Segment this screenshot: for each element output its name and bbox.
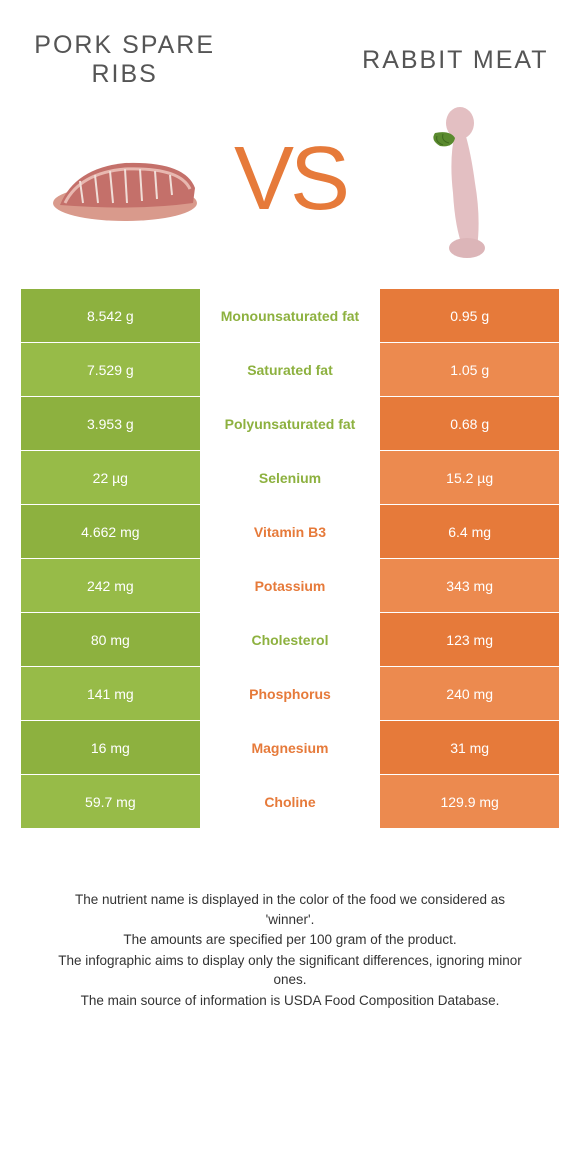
vs-label: VS (234, 128, 346, 231)
food2-value: 15.2 µg (380, 451, 560, 505)
nutrient-label: Monounsaturated fat (200, 289, 380, 343)
table-row: 7.529 gSaturated fat1.05 g (21, 343, 560, 397)
food1-value: 3.953 g (21, 397, 201, 451)
food2-value: 31 mg (380, 721, 560, 775)
food1-column: PORK SPARERIBS (25, 30, 225, 268)
nutrient-label: Selenium (200, 451, 380, 505)
table-row: 3.953 gPolyunsaturated fat0.68 g (21, 397, 560, 451)
food2-title: RABBIT MEAT (362, 30, 548, 90)
food1-value: 242 mg (21, 559, 201, 613)
food2-column: RABBIT MEAT (355, 30, 555, 268)
food2-value: 129.9 mg (380, 775, 560, 829)
food1-value: 8.542 g (21, 289, 201, 343)
food1-value: 141 mg (21, 667, 201, 721)
footer-line-1: The nutrient name is displayed in the co… (55, 890, 525, 929)
food2-value: 6.4 mg (380, 505, 560, 559)
footer-line-3: The infographic aims to display only the… (55, 951, 525, 990)
table-row: 8.542 gMonounsaturated fat0.95 g (21, 289, 560, 343)
footer-line-2: The amounts are specified per 100 gram o… (55, 930, 525, 950)
food1-value: 4.662 mg (21, 505, 201, 559)
food1-title: PORK SPARERIBS (34, 30, 215, 90)
footer-line-4: The main source of information is USDA F… (55, 991, 525, 1011)
food2-value: 343 mg (380, 559, 560, 613)
nutrient-label: Magnesium (200, 721, 380, 775)
nutrient-label: Polyunsaturated fat (200, 397, 380, 451)
comparison-table: 8.542 gMonounsaturated fat0.95 g7.529 gS… (20, 288, 560, 829)
table-row: 4.662 mgVitamin B36.4 mg (21, 505, 560, 559)
nutrient-label: Cholesterol (200, 613, 380, 667)
food2-value: 1.05 g (380, 343, 560, 397)
food2-value: 0.68 g (380, 397, 560, 451)
food2-value: 0.95 g (380, 289, 560, 343)
food1-value: 22 µg (21, 451, 201, 505)
food1-value: 80 mg (21, 613, 201, 667)
table-row: 141 mgPhosphorus240 mg (21, 667, 560, 721)
food2-image (375, 98, 535, 268)
table-row: 80 mgCholesterol123 mg (21, 613, 560, 667)
nutrient-label: Saturated fat (200, 343, 380, 397)
food1-image (45, 98, 205, 268)
food1-value: 7.529 g (21, 343, 201, 397)
food2-value: 123 mg (380, 613, 560, 667)
nutrient-label: Vitamin B3 (200, 505, 380, 559)
footer-notes: The nutrient name is displayed in the co… (0, 829, 580, 1041)
nutrient-label: Phosphorus (200, 667, 380, 721)
food1-value: 16 mg (21, 721, 201, 775)
food2-value: 240 mg (380, 667, 560, 721)
table-row: 22 µgSelenium15.2 µg (21, 451, 560, 505)
table-row: 59.7 mgCholine129.9 mg (21, 775, 560, 829)
nutrient-label: Choline (200, 775, 380, 829)
table-row: 16 mgMagnesium31 mg (21, 721, 560, 775)
table-row: 242 mgPotassium343 mg (21, 559, 560, 613)
nutrient-label: Potassium (200, 559, 380, 613)
food1-value: 59.7 mg (21, 775, 201, 829)
comparison-header: PORK SPARERIBS VS RABBIT MEAT (0, 0, 580, 288)
